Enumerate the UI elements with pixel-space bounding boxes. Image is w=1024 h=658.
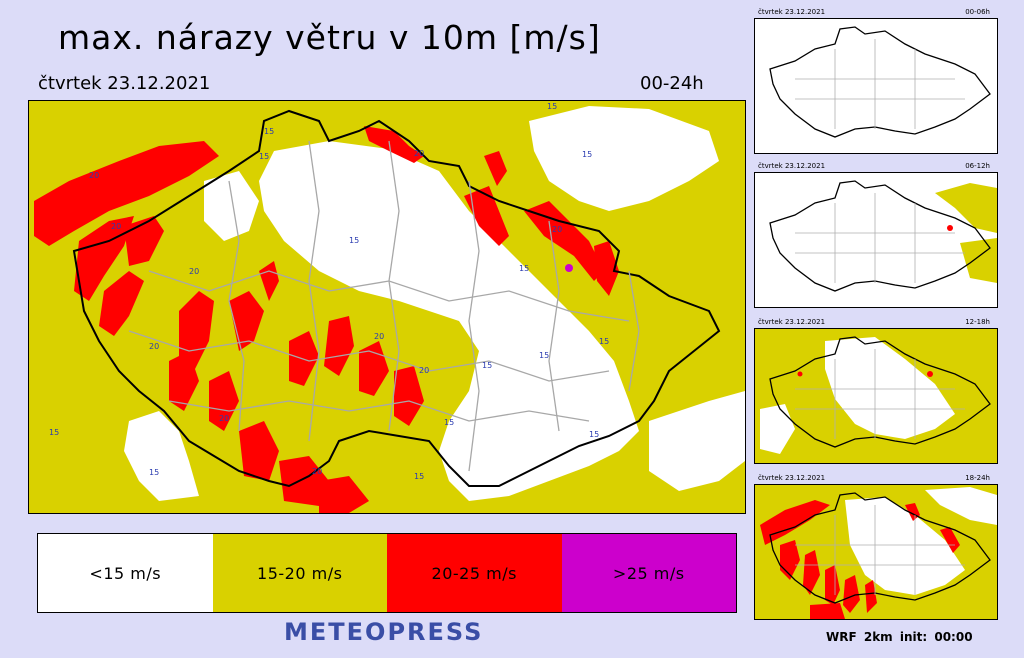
calm-area-southwest (124, 411, 199, 501)
contour-label: 15 (482, 361, 492, 370)
thumb-date: čtvrtek 23.12.2021 (758, 474, 826, 482)
contour-label-20: 20 (552, 225, 562, 234)
thumb-period: 00-06h (965, 8, 990, 16)
main-wind-gust-map: 15 15 15 15 15 15 15 15 15 15 15 15 15 1… (28, 100, 746, 514)
strong-gust-areas (34, 126, 619, 513)
legend-label: <15 m/s (89, 563, 162, 583)
contour-label-20: 20 (189, 267, 199, 276)
contour-label: 15 (589, 430, 599, 439)
contour-label: 15 (519, 264, 529, 273)
calm-area-southeast (649, 391, 745, 491)
extreme-gust-spot (565, 264, 573, 272)
legend-item-strong: 20-25 m/s (387, 534, 562, 612)
map-title: max. nárazy větru v 10m [m/s] (58, 18, 601, 57)
contour-label: 15 (444, 418, 454, 427)
contour-label-20: 20 (89, 171, 99, 180)
model-info: WRF 2km init: 00:00 (826, 630, 973, 644)
legend-label: >25 m/s (612, 563, 685, 583)
contour-label-20: 20 (312, 467, 322, 476)
contour-label-20: 20 (219, 414, 229, 423)
contour-label-20: 20 (419, 366, 429, 375)
thumb-period: 18-24h (965, 474, 990, 482)
color-legend: <15 m/s 15-20 m/s 20-25 m/s >25 m/s (37, 533, 737, 613)
legend-label: 15-20 m/s (257, 563, 343, 583)
thumb-date: čtvrtek 23.12.2021 (758, 318, 826, 326)
contour-label: 15 (259, 152, 269, 161)
thumb-date: čtvrtek 23.12.2021 (758, 162, 826, 170)
thumbnail-map (754, 484, 998, 620)
calm-area-northeast (529, 106, 719, 211)
forecast-period: 00-24h (640, 73, 704, 94)
contour-label-20: 20 (111, 222, 121, 231)
legend-item-extreme: >25 m/s (561, 534, 736, 612)
thumb-date: čtvrtek 23.12.2021 (758, 8, 826, 16)
main-map-svg: 15 15 15 15 15 15 15 15 15 15 15 15 15 1… (29, 101, 745, 513)
contour-label-20: 20 (414, 149, 424, 158)
thumbnail-map (754, 18, 998, 154)
legend-item-moderate: 15-20 m/s (212, 534, 387, 612)
thumbnail-map (754, 172, 998, 308)
contour-label: 15 (149, 468, 159, 477)
contour-label-20: 20 (374, 332, 384, 341)
contour-label: 15 (582, 150, 592, 159)
country-border (72, 109, 721, 488)
thumb-period: 06-12h (965, 162, 990, 170)
calm-area-central (259, 141, 639, 501)
contour-label: 15 (599, 337, 609, 346)
contour-label: 15 (49, 428, 59, 437)
thumbnail-map (754, 328, 998, 464)
forecast-date: čtvrtek 23.12.2021 (38, 73, 211, 94)
legend-label: 20-25 m/s (431, 563, 517, 583)
meteopress-logo: METEOPRESS (284, 618, 484, 646)
thumb-period: 12-18h (965, 318, 990, 326)
district-borders (128, 140, 640, 472)
contour-label-20: 20 (149, 342, 159, 351)
legend-item-calm: <15 m/s (38, 534, 213, 612)
contour-label: 15 (349, 236, 359, 245)
calm-area-west (204, 171, 259, 241)
contour-label: 15 (264, 127, 274, 136)
contour-label: 15 (539, 351, 549, 360)
contour-label: 15 (547, 102, 557, 111)
contour-label: 15 (414, 472, 424, 481)
